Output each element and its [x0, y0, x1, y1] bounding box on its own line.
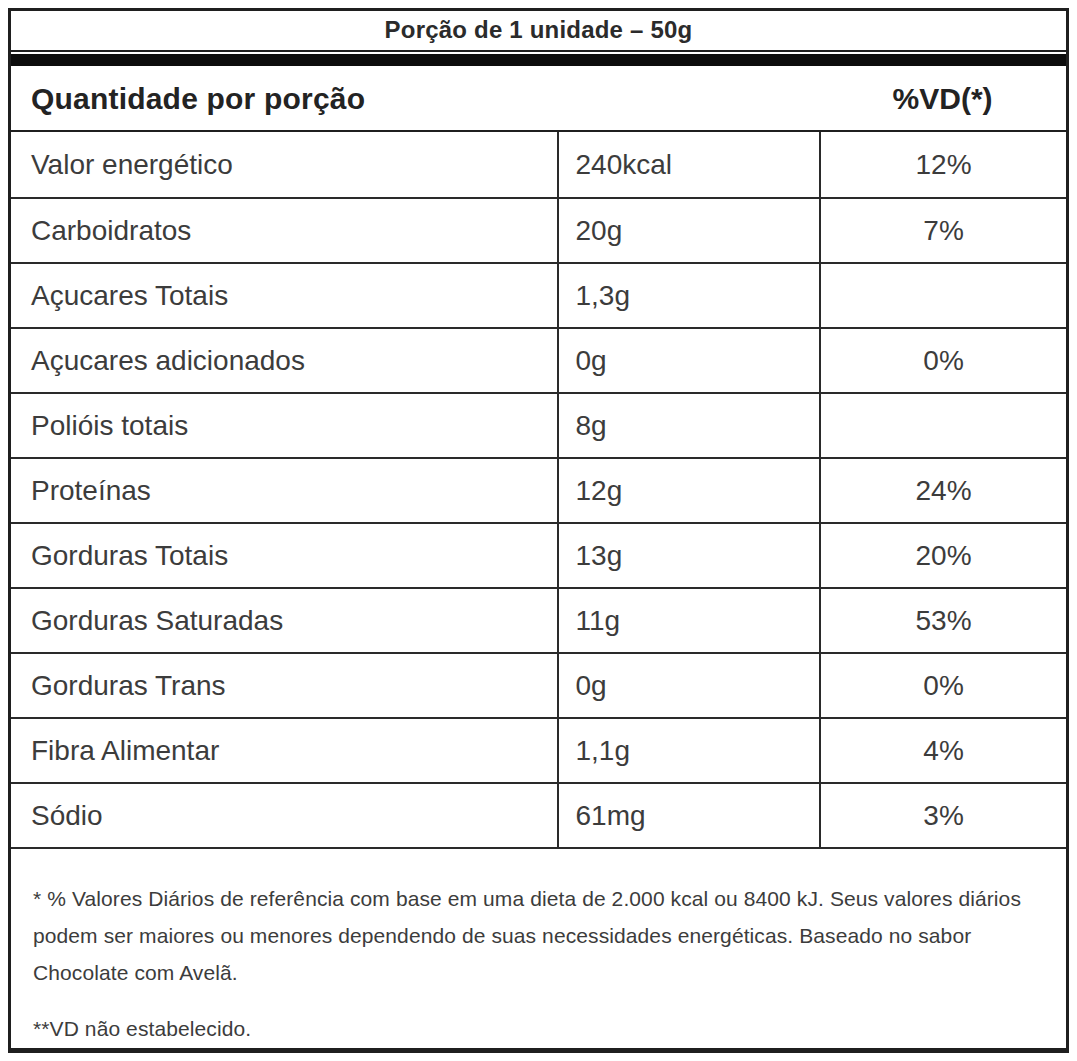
nutrient-name: Sódio [11, 784, 557, 847]
nutrient-daily-value: 4% [819, 719, 1066, 782]
table-row: Açucares adicionados 0g 0% [11, 327, 1066, 392]
nutrient-daily-value: 0% [819, 329, 1066, 392]
nutrient-amount: 1,1g [557, 719, 819, 782]
nutrient-name: Fibra Alimentar [11, 719, 557, 782]
nutrient-amount: 11g [557, 589, 819, 652]
header-quantity-per-serving: Quantidade por porção [11, 82, 819, 116]
nutrient-daily-value: 3% [819, 784, 1066, 847]
nutrient-name: Valor energético [11, 132, 557, 197]
nutrient-amount: 1,3g [557, 264, 819, 327]
nutrient-name: Polióis totais [11, 394, 557, 457]
nutrient-amount: 61mg [557, 784, 819, 847]
nutrient-amount: 20g [557, 199, 819, 262]
nutrient-name: Carboidratos [11, 199, 557, 262]
nutrient-name: Gorduras Totais [11, 524, 557, 587]
table-row: Sódio 61mg 3% [11, 782, 1066, 847]
nutrient-daily-value: 0% [819, 654, 1066, 717]
nutrient-daily-value [819, 394, 1066, 457]
nutrient-amount: 8g [557, 394, 819, 457]
table-row: Polióis totais 8g [11, 392, 1066, 457]
table-row: Gorduras Totais 13g 20% [11, 522, 1066, 587]
nutrient-daily-value: 24% [819, 459, 1066, 522]
footnote-daily-values: * % Valores Diários de referência com ba… [33, 881, 1042, 991]
table-row: Gorduras Saturadas 11g 53% [11, 587, 1066, 652]
nutrient-amount: 240kcal [557, 132, 819, 197]
serving-size-title: Porção de 1 unidade – 50g [11, 11, 1066, 52]
nutrient-daily-value: 7% [819, 199, 1066, 262]
table-row: Valor energético 240kcal 12% [11, 132, 1066, 197]
nutrient-daily-value: 20% [819, 524, 1066, 587]
nutrient-name: Açucares Totais [11, 264, 557, 327]
header-percent-daily-value: %VD(*) [819, 82, 1066, 116]
table-row: Fibra Alimentar 1,1g 4% [11, 717, 1066, 782]
nutrient-name: Proteínas [11, 459, 557, 522]
nutrient-rows: Valor energético 240kcal 12% Carboidrato… [11, 132, 1066, 847]
divider-bar [11, 54, 1066, 66]
table-row: Carboidratos 20g 7% [11, 197, 1066, 262]
nutrition-facts-label: Porção de 1 unidade – 50g Quantidade por… [8, 8, 1069, 1053]
nutrient-daily-value: 53% [819, 589, 1066, 652]
nutrient-amount: 13g [557, 524, 819, 587]
table-row: Proteínas 12g 24% [11, 457, 1066, 522]
nutrient-name: Açucares adicionados [11, 329, 557, 392]
footnotes-section: * % Valores Diários de referência com ba… [11, 847, 1066, 1050]
nutrient-daily-value: 12% [819, 132, 1066, 197]
nutrient-amount: 0g [557, 329, 819, 392]
table-row: Gorduras Trans 0g 0% [11, 652, 1066, 717]
nutrient-daily-value [819, 264, 1066, 327]
table-header: Quantidade por porção %VD(*) [11, 68, 1066, 132]
nutrient-amount: 12g [557, 459, 819, 522]
nutrient-amount: 0g [557, 654, 819, 717]
footnote-vd-not-established: **VD não estabelecido. [33, 1011, 1042, 1048]
nutrient-name: Gorduras Trans [11, 654, 557, 717]
nutrient-name: Gorduras Saturadas [11, 589, 557, 652]
table-row: Açucares Totais 1,3g [11, 262, 1066, 327]
